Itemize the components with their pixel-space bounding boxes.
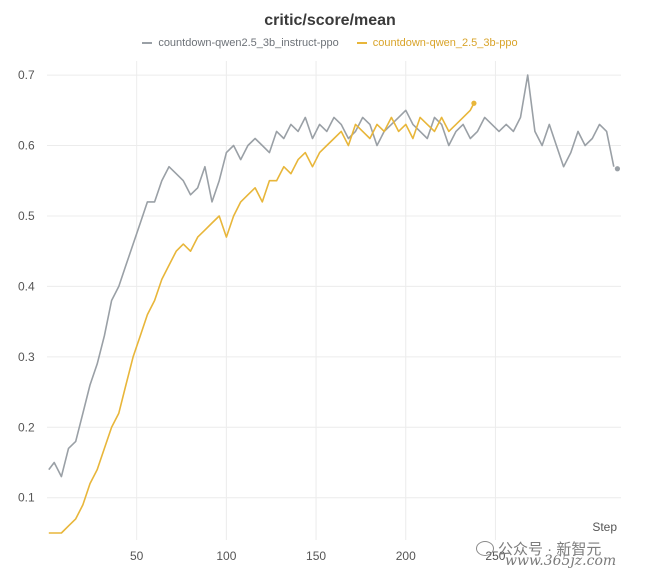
chart-title: critic/score/mean xyxy=(264,12,396,29)
y-tick-label-6: 0.7 xyxy=(18,68,35,82)
legend-item-instruct[interactable]: countdown-qwen2.5_3b_instruct-ppo xyxy=(142,37,339,49)
legend: countdown-qwen2.5_3b_instruct-ppo countd… xyxy=(0,37,660,49)
wechat-icon xyxy=(476,541,494,556)
y-tick-label-3: 0.4 xyxy=(18,279,35,293)
legend-label-instruct: countdown-qwen2.5_3b_instruct-ppo xyxy=(158,37,339,49)
x-tick-label-1: 100 xyxy=(216,549,236,563)
x-tick-label-3: 200 xyxy=(396,549,416,563)
watermark-url: www.365jz.com xyxy=(505,553,617,569)
legend-swatch-instruct xyxy=(142,42,153,44)
watermark-text: 公众号 · 新智元 xyxy=(476,538,601,559)
y-tick-label-2: 0.3 xyxy=(18,350,35,364)
legend-item-base[interactable]: countdown-qwen_2.5_3b-ppo xyxy=(356,37,518,49)
watermark-line1: 公众号 · 新智元 xyxy=(498,541,602,558)
x-tick-label-0: 50 xyxy=(130,549,144,563)
series-line-0 xyxy=(48,74,615,478)
series-endpoint-1 xyxy=(471,100,477,106)
axis-layer: 0.10.20.30.40.50.60.750 100 150 200 250 xyxy=(18,68,506,563)
y-tick-label-5: 0.6 xyxy=(18,139,35,153)
y-tick-label-1: 0.2 xyxy=(18,420,35,434)
series-endpoint-0 xyxy=(614,166,621,172)
y-tick-label-0: 0.1 xyxy=(18,491,35,505)
x-axis-label: Step xyxy=(592,520,617,534)
series-line-1 xyxy=(48,102,475,534)
x-tick-label-2: 150 xyxy=(306,549,326,563)
series-layer xyxy=(48,74,621,534)
legend-swatch-base xyxy=(356,42,367,44)
y-tick-label-4: 0.5 xyxy=(18,209,35,223)
legend-label-base: countdown-qwen_2.5_3b-ppo xyxy=(372,37,518,49)
